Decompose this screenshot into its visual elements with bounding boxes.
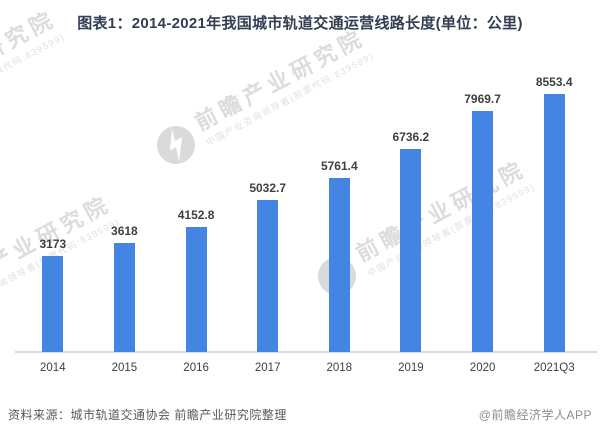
bar-value-label: 5032.7 (249, 181, 287, 195)
source-note: 资料来源：城市轨道交通协会 前瞻产业研究院整理 (8, 408, 287, 422)
bar (185, 227, 207, 352)
bar (328, 178, 350, 352)
bar-value-label: 7969.7 (464, 92, 501, 106)
x-tick-label: 2018 (326, 362, 353, 374)
x-axis-line (15, 351, 597, 353)
x-tick-label: 2014 (40, 362, 66, 374)
bar (113, 243, 135, 352)
x-tick-label: 2015 (111, 362, 138, 374)
bar-value-label: 6736.2 (392, 130, 430, 144)
bar-value-label: 8553.4 (535, 75, 573, 89)
bar-chart-plot: 3173 2014 3618 2015 4152.8 2016 5032.7 2017 5761… (15, 70, 597, 390)
bar-value-label: 4152.8 (177, 208, 215, 222)
chart-title: 图表1：2014-2021年我国城市轨道交通运营线路长度(单位：公里) (77, 15, 523, 32)
credit-note: @前瞻经济学人APP (478, 408, 592, 422)
x-tick-label: 2020 (469, 362, 496, 374)
bar (42, 256, 64, 352)
bar (400, 149, 422, 352)
x-tick-label: 2019 (398, 362, 424, 374)
bar (543, 94, 565, 352)
bar-value-label: 3618 (111, 224, 138, 238)
bar (472, 111, 494, 352)
footer: 资料来源：城市轨道交通协会 前瞻产业研究院整理 @前瞻经济学人APP (8, 406, 592, 423)
x-tick-label: 2016 (183, 362, 209, 374)
bar (257, 200, 279, 352)
x-tick-label: 2021Q3 (533, 362, 575, 374)
bar-value-label: 3173 (39, 237, 67, 251)
bar-value-label: 5761.4 (320, 159, 358, 173)
x-tick-label: 2017 (254, 362, 281, 374)
